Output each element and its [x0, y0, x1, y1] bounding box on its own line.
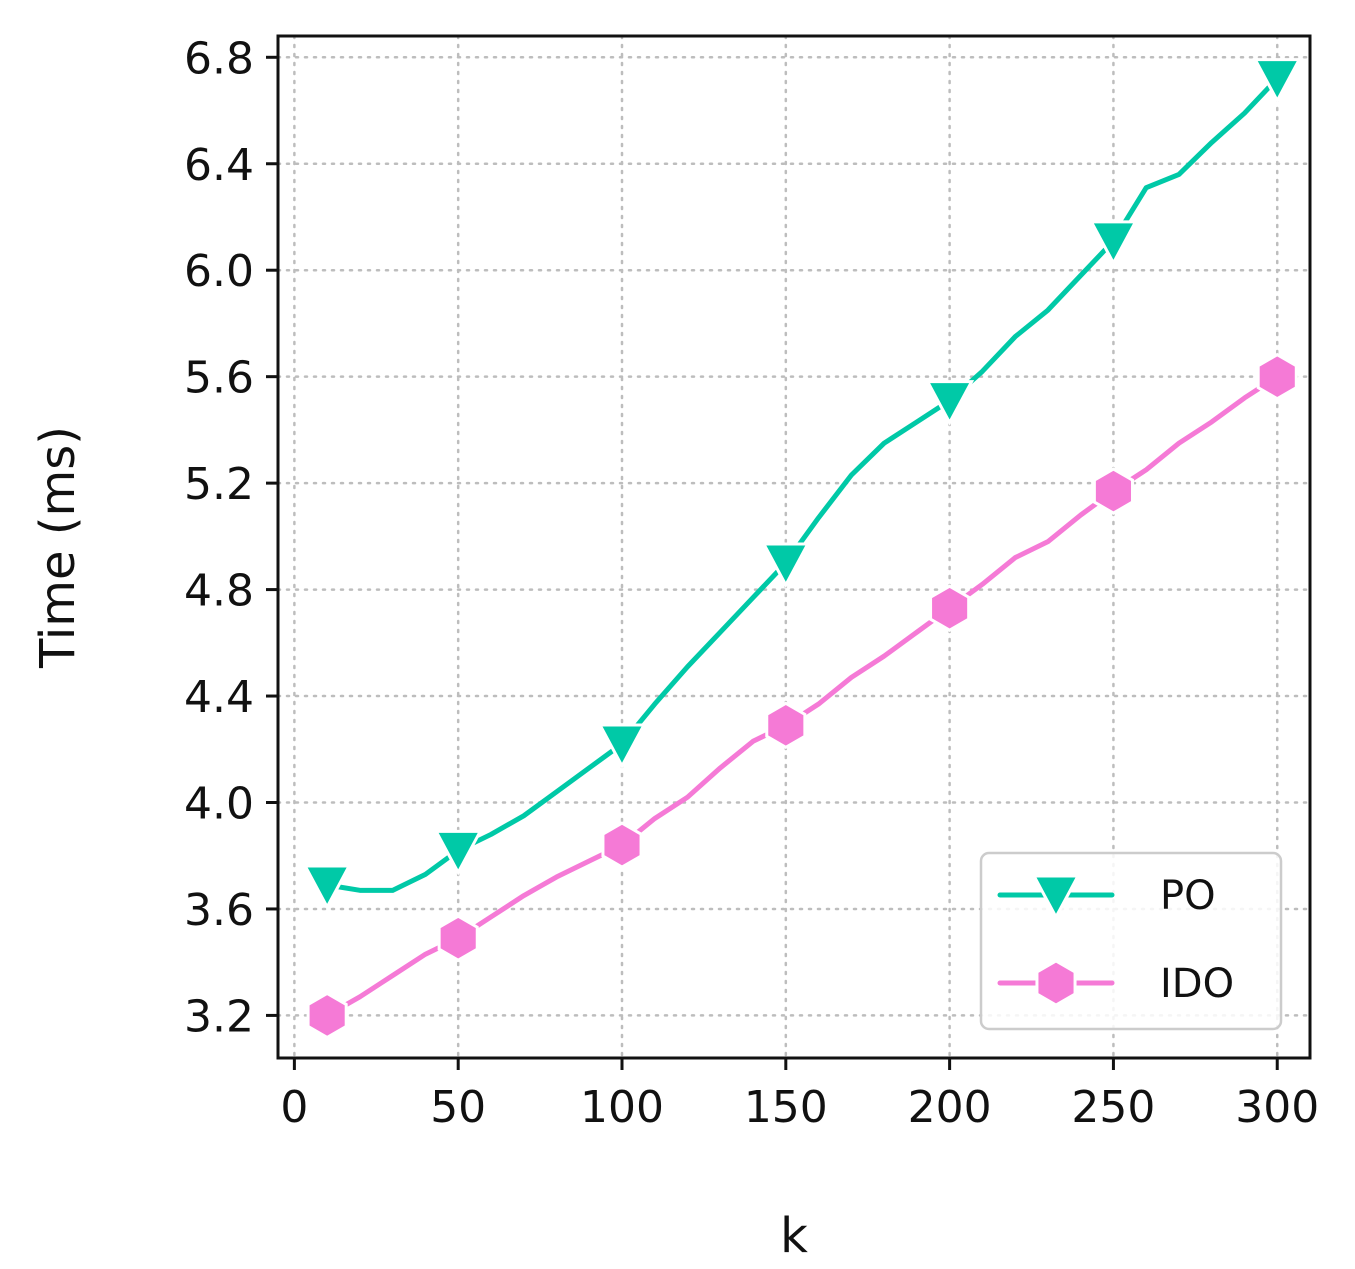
series-po [302, 58, 1302, 911]
x-axis: 0 50 100 150 200 250 300 [280, 1058, 1319, 1133]
legend-label-ido: IDO [1160, 961, 1234, 1007]
data-point-ido [765, 701, 807, 750]
data-point-po [433, 829, 483, 876]
grid [276, 34, 1312, 1060]
x-tick-label: 150 [744, 1082, 828, 1133]
y-axis-label: Time (ms) [30, 426, 86, 669]
legend-entry-ido [997, 959, 1115, 1007]
series-layer [302, 58, 1302, 1040]
data-point-ido [929, 584, 971, 632]
y-tick-label: 3.2 [184, 991, 254, 1042]
x-tick-label: 100 [580, 1082, 664, 1133]
legend-label-po: PO [1160, 873, 1216, 919]
legend-marker-ido [1035, 959, 1077, 1007]
y-tick-label: 6.8 [184, 33, 254, 84]
series-line-po [324, 76, 1280, 893]
legend-box [979, 851, 1283, 1031]
data-point-ido [437, 914, 479, 962]
y-tick-label: 4.4 [184, 672, 254, 723]
x-tick-label: 0 [280, 1082, 308, 1133]
data-point-ido [1092, 467, 1134, 515]
y-tick-label: 5.2 [184, 459, 254, 510]
data-point-po [761, 542, 811, 589]
data-point-ido [1256, 352, 1298, 401]
plot-frame [276, 34, 1312, 1060]
x-tick-label: 200 [908, 1082, 992, 1133]
y-axis: 3.2 3.6 4.0 4.4 4.8 5.2 5.6 6.0 6.4 6.8 [184, 33, 278, 1042]
y-tick-label: 6.4 [184, 140, 254, 191]
series-ido [306, 352, 1298, 1040]
data-point-ido [601, 821, 643, 869]
y-tick-label: 4.0 [184, 779, 254, 830]
x-axis-label: k [780, 1208, 808, 1264]
y-tick-label: 5.6 [184, 353, 254, 404]
data-point-ido [306, 991, 348, 1040]
x-tick-label: 300 [1235, 1082, 1319, 1133]
data-point-po [925, 380, 975, 426]
y-tick-label: 3.6 [184, 885, 254, 936]
y-tick-label: 4.8 [184, 566, 254, 617]
legend: PO IDO [979, 851, 1283, 1031]
data-point-po [597, 723, 647, 770]
y-tick-label: 6.0 [184, 246, 254, 297]
legend-entry-po [997, 874, 1115, 921]
data-point-po [1252, 58, 1302, 104]
legend-marker-po [1031, 874, 1081, 921]
data-point-po [1088, 220, 1138, 267]
data-point-po [302, 864, 352, 911]
x-tick-label: 50 [430, 1082, 486, 1133]
x-tick-label: 250 [1071, 1082, 1155, 1133]
